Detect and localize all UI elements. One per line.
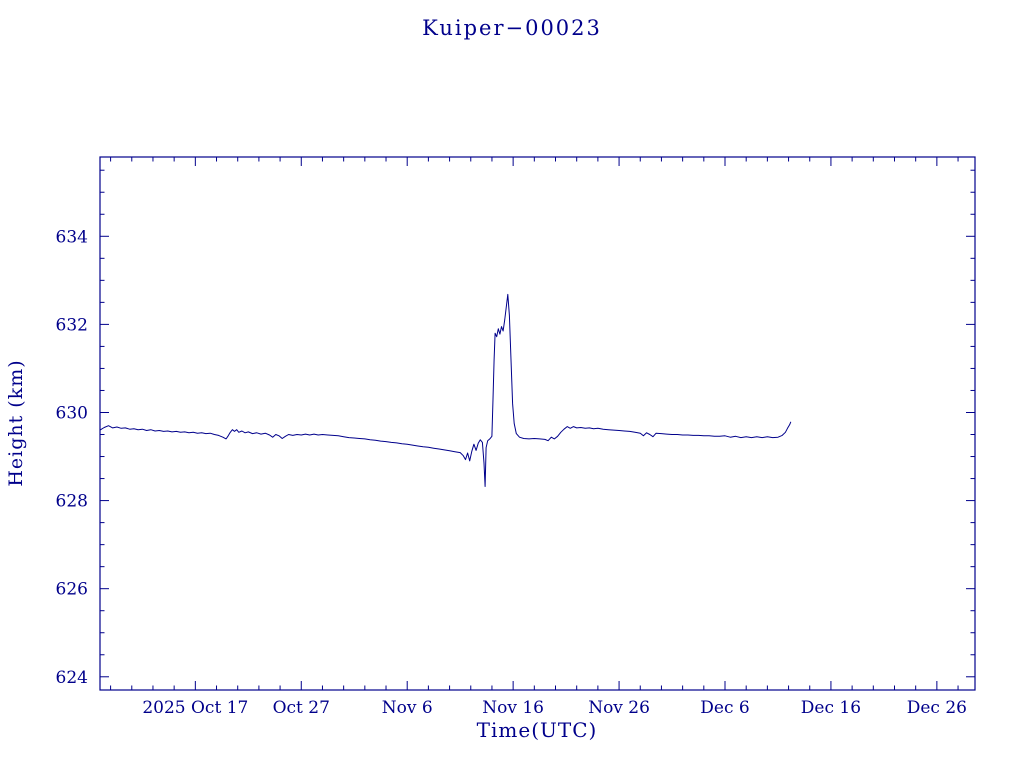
- y-tick-label: 628: [56, 492, 88, 512]
- y-tick-label: 630: [56, 403, 88, 423]
- y-tick-label: 624: [56, 668, 88, 688]
- height-data-line: [99, 293, 792, 487]
- axis-box: [99, 156, 976, 691]
- x-tick-label: Dec 26: [907, 698, 967, 718]
- x-tick-label: Oct 27: [273, 698, 330, 718]
- x-tick-label: Dec 16: [801, 698, 861, 718]
- chart-title: Kuiper−00023: [422, 16, 602, 40]
- x-tick-label: Dec 6: [700, 698, 749, 718]
- y-tick-label: 632: [56, 315, 88, 335]
- x-tick-label: Nov 26: [588, 698, 650, 718]
- y-tick-label: 626: [56, 580, 88, 600]
- x-tick-label: Nov 16: [482, 698, 544, 718]
- x-tick-label: 2025 Oct 17: [142, 698, 248, 718]
- x-axis-label: Time(UTC): [476, 718, 598, 742]
- y-tick-label: 634: [56, 227, 88, 247]
- x-tick-label: Nov 6: [382, 698, 433, 718]
